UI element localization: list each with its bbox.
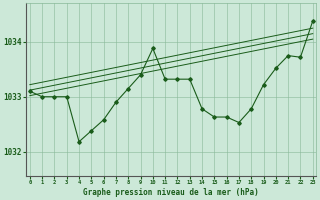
X-axis label: Graphe pression niveau de la mer (hPa): Graphe pression niveau de la mer (hPa): [84, 188, 259, 197]
